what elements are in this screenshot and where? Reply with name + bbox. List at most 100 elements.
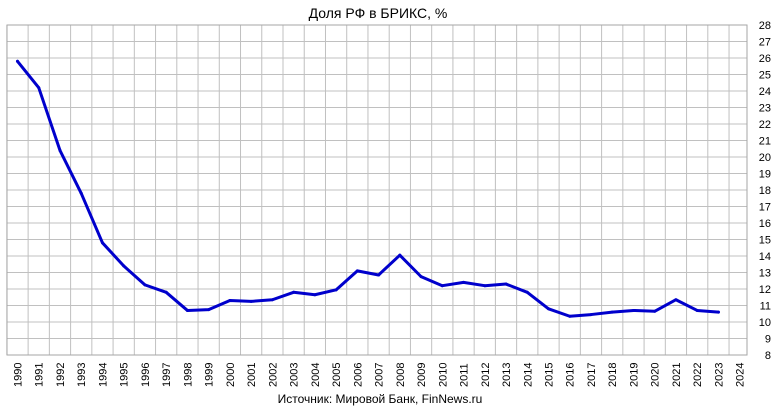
x-tick-label: 2019 xyxy=(628,363,640,387)
data-point xyxy=(16,59,19,63)
y-tick-label: 19 xyxy=(759,169,771,181)
x-axis: 1990 1991 1992 1993 1994 1995 1996 1997 1998 1999… xyxy=(13,363,747,387)
x-tick-label: 2011 xyxy=(459,363,471,387)
source-note: Источник: Мировой Банк, FinNews.ru xyxy=(278,392,483,406)
x-tick-label: 2016 xyxy=(565,363,577,387)
y-tick-label: 20 xyxy=(759,152,771,164)
x-tick-label: 2024 xyxy=(735,363,747,387)
x-tick-label: 2008 xyxy=(395,363,407,387)
x-tick-label: 1998 xyxy=(182,363,194,387)
data-point xyxy=(674,298,678,302)
grid xyxy=(6,24,748,356)
data-point xyxy=(653,309,657,313)
chart-title: Доля РФ в БРИКС, % xyxy=(309,5,448,21)
x-tick-label: 2005 xyxy=(331,363,343,387)
data-point xyxy=(270,298,274,302)
x-tick-label: 2002 xyxy=(267,363,279,387)
x-tick-label: 1999 xyxy=(204,363,216,387)
x-tick-label: 2021 xyxy=(671,363,683,387)
data-point xyxy=(610,310,614,314)
y-tick-label: 18 xyxy=(759,185,771,197)
x-tick-label: 2001 xyxy=(246,363,258,387)
y-tick-label: 28 xyxy=(759,20,771,32)
y-tick-label: 16 xyxy=(759,218,771,230)
y-tick-label: 24 xyxy=(759,86,771,98)
data-point xyxy=(249,299,253,303)
data-point xyxy=(568,314,572,318)
x-tick-label: 2004 xyxy=(310,363,322,387)
x-tick-label: 2023 xyxy=(713,363,725,387)
data-point xyxy=(143,283,147,287)
y-tick-label: 22 xyxy=(759,119,771,131)
y-tick-label: 21 xyxy=(759,136,771,148)
x-tick-label: 2015 xyxy=(544,363,556,387)
data-point xyxy=(589,313,593,317)
y-tick-label: 25 xyxy=(759,70,771,82)
x-tick-label: 2009 xyxy=(416,363,428,387)
plot-border xyxy=(6,24,748,356)
data-point xyxy=(483,284,487,288)
data-point xyxy=(504,282,508,286)
data-point xyxy=(292,290,296,294)
x-tick-label: 2020 xyxy=(650,363,662,387)
y-tick-label: 15 xyxy=(759,235,771,247)
x-tick-label: 1990 xyxy=(13,363,25,387)
x-tick-label: 2014 xyxy=(522,363,534,387)
x-tick-label: 1996 xyxy=(140,363,152,387)
data-point xyxy=(79,191,83,195)
x-tick-label: 2012 xyxy=(480,363,492,387)
x-tick-label: 2010 xyxy=(437,363,449,387)
y-tick-label: 13 xyxy=(759,268,771,280)
x-tick-label: 2013 xyxy=(501,363,513,387)
data-point xyxy=(440,284,444,288)
x-tick-label: 2017 xyxy=(586,363,598,387)
data-point xyxy=(695,308,699,312)
x-tick-label: 2000 xyxy=(225,363,237,387)
data-point xyxy=(355,269,359,273)
y-tick-label: 9 xyxy=(765,334,771,346)
x-tick-label: 1995 xyxy=(119,363,131,387)
x-tick-label: 2006 xyxy=(352,363,364,387)
y-tick-label: 14 xyxy=(759,251,771,263)
data-point xyxy=(631,308,635,312)
y-tick-label: 27 xyxy=(759,37,771,49)
x-tick-label: 1993 xyxy=(76,363,88,387)
data-point xyxy=(122,264,126,268)
y-tick-label: 26 xyxy=(759,53,771,65)
x-tick-label: 1994 xyxy=(97,363,109,387)
data-point xyxy=(58,148,62,152)
y-axis: 8 9 10 11 12 13 14 15 16 17 18 19 20 21 22 23 24 25 26 27 28 xyxy=(759,20,771,362)
series-line xyxy=(16,59,720,318)
x-tick-label: 1991 xyxy=(34,363,46,387)
y-tick-label: 12 xyxy=(759,284,771,296)
x-tick-label: 2003 xyxy=(289,363,301,387)
y-tick-label: 17 xyxy=(759,202,771,214)
data-point xyxy=(398,253,402,257)
data-point xyxy=(313,293,317,297)
x-tick-label: 1992 xyxy=(55,363,67,387)
data-point xyxy=(525,290,529,294)
series-layer xyxy=(16,59,720,318)
y-tick-label: 10 xyxy=(759,317,771,329)
x-tick-label: 2022 xyxy=(692,363,704,387)
data-point xyxy=(716,310,720,314)
x-tick-label: 2007 xyxy=(374,363,386,387)
y-tick-label: 11 xyxy=(760,301,771,313)
data-point xyxy=(462,280,466,284)
data-point xyxy=(547,307,550,311)
y-tick-label: 8 xyxy=(765,350,771,362)
data-point xyxy=(228,299,232,303)
data-point xyxy=(185,308,189,312)
data-point xyxy=(100,241,104,245)
data-point xyxy=(334,288,338,292)
x-tick-label: 1997 xyxy=(161,363,173,387)
x-tick-label: 2018 xyxy=(607,363,619,387)
data-point xyxy=(377,273,381,277)
data-point xyxy=(37,86,41,90)
data-point xyxy=(164,290,168,294)
data-point xyxy=(419,275,423,279)
y-tick-label: 23 xyxy=(759,103,771,115)
data-point xyxy=(207,308,211,312)
